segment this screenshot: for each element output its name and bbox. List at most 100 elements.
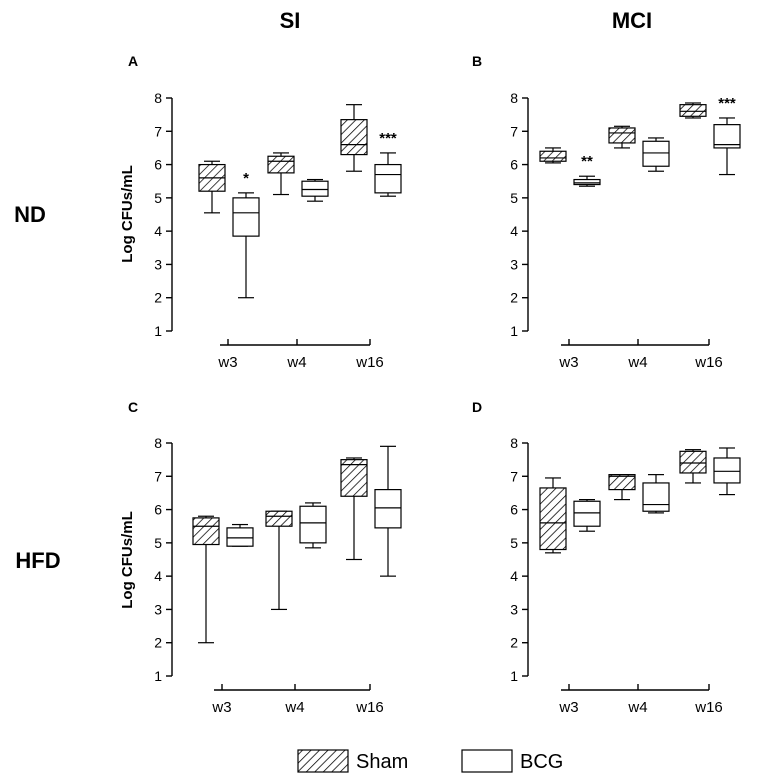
- y-tick-label: 2: [510, 635, 518, 651]
- y-tick-label: 4: [154, 223, 162, 239]
- box-sham-w4: [267, 152, 295, 196]
- box-body: [267, 155, 295, 174]
- legend-swatch-bcg: [461, 749, 513, 773]
- y-tick-label: 7: [154, 468, 162, 484]
- box-bcg-w3: [573, 498, 601, 532]
- y-tick-label: 4: [154, 568, 162, 584]
- box-body: [340, 119, 368, 156]
- box-body: [539, 487, 567, 551]
- box-body: [192, 517, 220, 546]
- box-body: [232, 197, 260, 237]
- x-tick-label: w4: [284, 699, 304, 716]
- y-tick-label: 4: [510, 568, 518, 584]
- y-tick-label: 7: [154, 123, 162, 139]
- box-bcg-w16: [374, 445, 402, 577]
- x-tick-label: w16: [694, 354, 723, 371]
- box-sham-w3: [198, 160, 226, 214]
- box-sham-w3: [539, 477, 567, 554]
- legend-label-sham: Sham: [356, 751, 408, 773]
- row-title-nd: ND: [14, 202, 46, 227]
- x-tick-label: w3: [558, 354, 578, 371]
- y-tick-label: 8: [510, 435, 518, 451]
- y-tick-label: 6: [510, 502, 518, 518]
- y-tick-label: 6: [154, 502, 162, 518]
- column-title-mci: MCI: [612, 8, 652, 33]
- legend: Sham BCG: [297, 749, 563, 773]
- box-body: [713, 457, 741, 484]
- box-bcg-w16: [713, 117, 741, 176]
- row-title-hfd: HFD: [15, 548, 60, 573]
- y-tick-label: 5: [510, 190, 518, 206]
- y-tick-label: 2: [154, 635, 162, 651]
- y-tick-label: 1: [154, 668, 162, 684]
- box-bcg-w16: [374, 152, 402, 197]
- y-axis-label: Log CFUs/mL: [119, 165, 136, 263]
- box-bcg-w4: [299, 502, 327, 549]
- box-body: [679, 104, 707, 117]
- box-sham-w16: [679, 449, 707, 484]
- panel-letter: C: [128, 399, 138, 415]
- y-tick-label: 3: [510, 256, 518, 272]
- box-body: [265, 510, 293, 527]
- box-sham-w3: [539, 147, 567, 164]
- y-axis-label: Log CFUs/mL: [119, 511, 136, 609]
- y-tick-label: 3: [154, 601, 162, 617]
- significance-label: ***: [379, 130, 397, 147]
- box-body: [642, 482, 670, 512]
- box-sham-w4: [608, 125, 636, 149]
- panel-d: D 1 2 3 4 5 6 7 8 w3 w4 w16: [472, 399, 741, 716]
- y-tick-label: 3: [510, 601, 518, 617]
- y-tick-label: 4: [510, 223, 518, 239]
- box-bcg-w3: [232, 192, 260, 299]
- box-body: [374, 163, 402, 194]
- box-bcg-w16: [713, 447, 741, 496]
- box-sham-w4: [608, 474, 636, 501]
- y-tick-label: 2: [154, 290, 162, 306]
- box-body: [713, 124, 741, 149]
- box-body: [539, 150, 567, 162]
- significance-label: **: [581, 153, 593, 170]
- y-tick-label: 5: [154, 190, 162, 206]
- y-tick-label: 2: [510, 290, 518, 306]
- box-sham-w3: [192, 515, 220, 644]
- box-body: [573, 178, 601, 186]
- legend-swatch-sham: [297, 749, 349, 773]
- x-tick-label: w3: [211, 699, 231, 716]
- box-body: [608, 474, 636, 491]
- x-tick-label: w16: [355, 699, 384, 716]
- box-body: [374, 489, 402, 529]
- y-tick-label: 1: [510, 668, 518, 684]
- box-bcg-w4: [301, 178, 329, 202]
- box-sham-w4: [265, 510, 293, 611]
- panel-letter: D: [472, 399, 482, 415]
- box-body: [226, 527, 254, 547]
- x-tick-label: w16: [355, 354, 384, 371]
- box-sham-w16: [340, 104, 368, 172]
- significance-label: ***: [718, 95, 736, 112]
- y-tick-label: 8: [154, 90, 162, 106]
- box-body: [301, 180, 329, 197]
- y-tick-label: 6: [154, 157, 162, 173]
- box-sham-w16: [679, 102, 707, 119]
- y-tick-label: 7: [510, 468, 518, 484]
- box-sham-w16: [340, 457, 368, 561]
- box-body: [679, 450, 707, 474]
- x-tick-label: w4: [286, 354, 306, 371]
- y-tick-label: 5: [510, 535, 518, 551]
- significance-label: *: [243, 170, 249, 187]
- box-bcg-w3: [573, 175, 601, 187]
- y-tick-label: 6: [510, 157, 518, 173]
- box-body: [573, 500, 601, 527]
- y-tick-label: 5: [154, 535, 162, 551]
- x-tick-label: w4: [627, 354, 647, 371]
- box-bcg-w4: [642, 474, 670, 514]
- box-body: [642, 140, 670, 167]
- panel-letter: A: [128, 53, 138, 69]
- legend-label-bcg: BCG: [520, 751, 563, 773]
- box-body: [299, 505, 327, 544]
- y-tick-label: 1: [154, 323, 162, 339]
- y-tick-label: 8: [154, 435, 162, 451]
